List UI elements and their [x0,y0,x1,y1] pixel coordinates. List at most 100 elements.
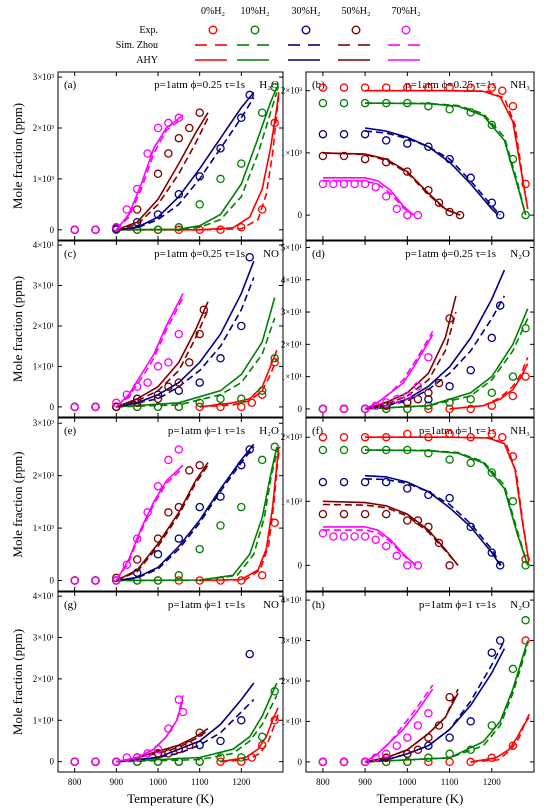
exp-point [216,521,225,530]
panel-label: (b) [312,79,325,91]
y-tick-label: 1×10¹ [281,372,303,382]
x-tick-label: 1200 [483,777,502,787]
exp-point [237,321,246,331]
legend-marker [401,25,411,35]
exp-point [424,142,433,151]
series-zhou-line [116,97,255,231]
exp-point [91,402,100,412]
y-tick-label: 4×10¹ [33,240,55,250]
exp-point [70,757,79,766]
panel-species: N₂O [510,248,530,260]
exp-point [413,382,423,391]
exp-point [381,753,391,763]
x-axis-label: Temperature (K) [127,791,214,806]
series-zhou-line [364,688,459,763]
legend-column-label: 0%H₂ [201,6,225,17]
series-zhou-line [116,309,209,408]
y-axis-label: Mole fraction (ppm) [10,276,25,382]
exp-point [381,157,391,167]
exp-point [318,151,328,161]
exp-point [132,534,142,543]
exp-point [339,404,349,414]
exp-point [245,649,254,659]
exp-point [164,508,173,517]
series-zhou-line [365,478,502,566]
exp-point [164,749,173,758]
exp-point [339,98,349,108]
exp-point [521,561,530,570]
y-tick-label: 2×10¹ [33,674,55,684]
series-zhou-line [116,277,255,408]
panel-condition: p=1atm ϕ=0.25 τ=1s [154,248,245,260]
exp-point [257,386,267,395]
exp-point [424,490,433,500]
y-tick-label: 1×10³ [281,496,303,506]
legend-marker [301,25,311,35]
exp-point [174,534,184,543]
exp-point [508,664,518,674]
exp-point [466,83,475,92]
exp-point [132,753,142,762]
chart-panel: 0 1×10¹ 2×10¹ 3×10¹ 4×10¹ 800 900 1000 1100 1200 (… [33,591,284,787]
exp-point [112,573,121,583]
exp-point [371,182,380,192]
exp-point [153,402,163,412]
exp-point [112,576,121,585]
exp-point [122,753,132,762]
exp-point [487,429,497,439]
series-ahy-line [115,293,184,408]
y-tick-label: 2×10³ [281,86,303,96]
exp-point [174,757,184,766]
exp-point [424,394,433,404]
exp-point [350,179,359,189]
exp-point [216,144,225,153]
exp-point [153,225,163,235]
exp-point [487,468,497,477]
exp-point [445,314,454,323]
exp-point [434,721,444,730]
series-ahy-line [322,152,461,216]
panel-condition: p=1atm ϕ=0.25 τ=1s [154,79,245,91]
exp-point [257,740,267,750]
exp-point [143,378,152,387]
exp-point [403,83,412,92]
series-ahy-line [115,464,184,581]
exp-point [237,753,246,762]
panel-species: NH₃ [510,79,530,91]
series-zhou-line [365,644,529,763]
exp-point [245,252,254,262]
exp-point [153,394,163,404]
legend-column-label: 10%H₂ [240,6,269,17]
exp-point [434,378,444,388]
exp-point [237,502,246,512]
exp-point [237,113,246,123]
exp-point [70,576,79,585]
exp-point [174,502,184,512]
exp-point [174,133,184,143]
exp-point [132,398,142,408]
panel-label: (f) [312,425,323,437]
x-tick-label: 1000 [149,777,168,787]
series-zhou-line [322,152,461,216]
panel-frame [305,417,535,592]
exp-point [403,561,412,570]
x-tick-label: 800 [316,777,330,787]
chart-panel: 0 1×10³ 2×10³ 3×10³ (e) p=1atm ϕ=1 τ=1s H₂O [33,417,284,592]
exp-point [466,108,475,117]
series-ahy-line [116,682,278,763]
exp-point [270,83,279,92]
exp-point [174,113,184,123]
series-zhou-line [364,684,434,763]
panel-condition: p=1atm ϕ=1 τ=1s [168,425,245,437]
exp-point [466,432,475,442]
exp-point [216,225,225,235]
exp-point [487,548,497,557]
exp-point [350,532,359,541]
series-zhou-line [116,449,279,582]
exp-point [257,390,267,399]
series-ahy-line [364,334,434,410]
exp-point [329,179,338,189]
legend-row-label: AHY [136,55,158,66]
exp-point [495,301,505,310]
exp-point [245,445,254,454]
